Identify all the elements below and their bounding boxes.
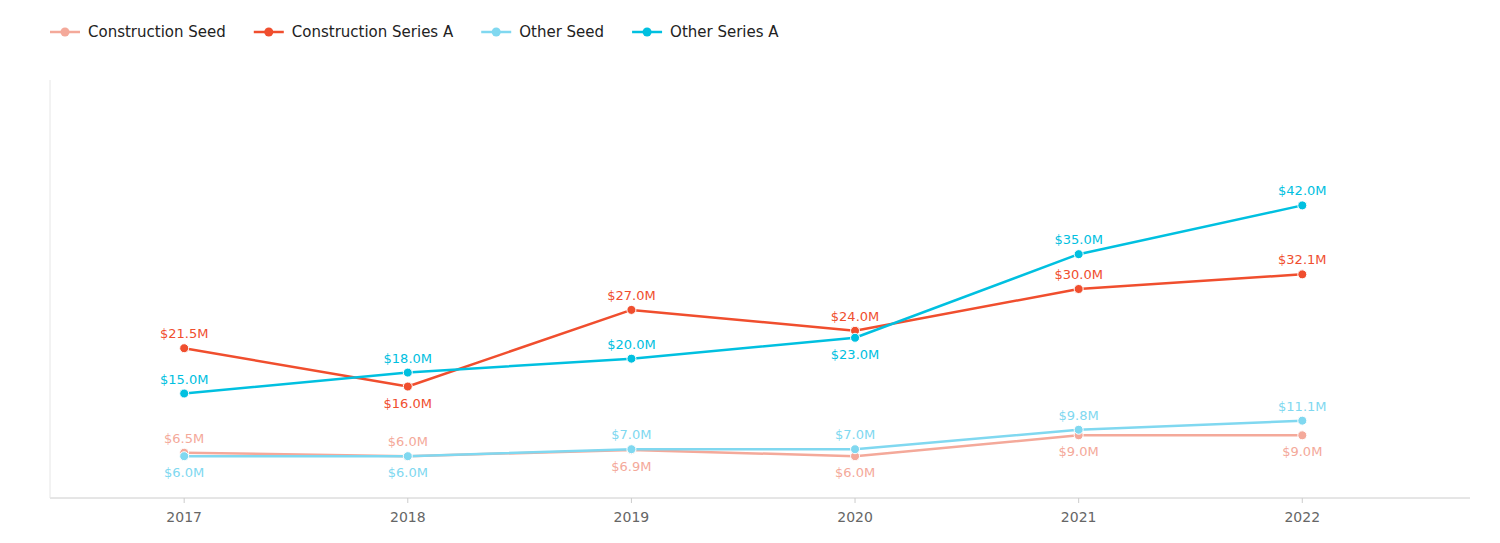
plot-area xyxy=(180,201,1307,461)
data-label: $11.1M xyxy=(1278,399,1326,414)
series-marker xyxy=(403,382,412,391)
data-label: $42.0M xyxy=(1278,183,1326,198)
data-label: $6.9M xyxy=(611,459,651,474)
x-tick-label: 2018 xyxy=(390,509,426,525)
legend-marker xyxy=(643,28,652,37)
data-label: $6.0M xyxy=(164,465,204,480)
series-marker xyxy=(627,354,636,363)
series-marker xyxy=(1298,416,1307,425)
series-line xyxy=(184,205,1302,393)
series-marker xyxy=(1074,285,1083,294)
legend-label: Other Series A xyxy=(670,23,779,41)
x-tick-label: 2017 xyxy=(166,509,202,525)
data-label: $27.0M xyxy=(607,288,655,303)
series-marker xyxy=(403,368,412,377)
x-tick xyxy=(631,498,632,503)
data-label: $15.0M xyxy=(160,372,208,387)
series xyxy=(180,416,1307,461)
series-line xyxy=(184,274,1302,386)
legend-item: Other Series A xyxy=(632,23,779,41)
series xyxy=(180,201,1307,398)
series-marker xyxy=(180,344,189,353)
x-tick xyxy=(1302,498,1303,503)
series-marker xyxy=(627,445,636,454)
data-label: $18.0M xyxy=(384,351,432,366)
data-label: $35.0M xyxy=(1054,232,1102,247)
legend-label: Construction Seed xyxy=(88,23,226,41)
x-tick xyxy=(1078,498,1079,503)
chart: 2017 2018 2019 2020 2021 2022 $21.5M $15.0M $6.5… xyxy=(0,0,1500,543)
legend-label: Construction Series A xyxy=(292,23,454,41)
data-label: $16.0M xyxy=(384,396,432,411)
series-marker xyxy=(1298,431,1307,440)
x-tick-label: 2021 xyxy=(1061,509,1097,525)
x-tick-label: 2020 xyxy=(837,509,873,525)
legend: Construction Seed Construction Series A Ot… xyxy=(50,23,779,41)
data-label: $9.8M xyxy=(1059,408,1099,423)
series-marker xyxy=(1074,250,1083,259)
x-tick-label: 2019 xyxy=(614,509,650,525)
data-label: $6.5M xyxy=(164,431,204,446)
data-label: $7.0M xyxy=(835,427,875,442)
data-label: $30.0M xyxy=(1054,267,1102,282)
data-label: $32.1M xyxy=(1278,252,1326,267)
series-marker xyxy=(1074,425,1083,434)
legend-item: Construction Seed xyxy=(50,23,226,41)
data-label: $6.0M xyxy=(388,465,428,480)
series-marker xyxy=(403,452,412,461)
x-axis-line xyxy=(50,498,1470,499)
series-marker xyxy=(627,445,636,454)
legend-label: Other Seed xyxy=(519,23,604,41)
series-marker xyxy=(180,452,189,461)
x-tick xyxy=(407,498,408,503)
data-label: $6.0M xyxy=(835,465,875,480)
series-marker xyxy=(1298,201,1307,210)
data-label: $24.0M xyxy=(831,309,879,324)
data-label: $6.0M xyxy=(388,434,428,449)
series-marker xyxy=(851,445,860,454)
legend-item: Construction Series A xyxy=(254,23,454,41)
x-tick-label: 2022 xyxy=(1284,509,1320,525)
series-marker xyxy=(627,305,636,314)
series-line xyxy=(184,421,1302,457)
x-tick xyxy=(184,498,185,503)
series-line xyxy=(184,435,1302,456)
data-label: $7.0M xyxy=(611,427,651,442)
x-tick xyxy=(855,498,856,503)
series-marker xyxy=(403,452,412,461)
series-marker xyxy=(851,333,860,342)
data-label: $9.0M xyxy=(1059,444,1099,459)
data-label: $23.0M xyxy=(831,347,879,362)
legend-marker xyxy=(264,28,273,37)
data-label: $21.5M xyxy=(160,326,208,341)
legend-item: Other Seed xyxy=(481,23,604,41)
data-label: $9.0M xyxy=(1282,444,1322,459)
series-marker xyxy=(180,389,189,398)
data-label: $20.0M xyxy=(607,337,655,352)
y-axis-line xyxy=(50,80,51,498)
series xyxy=(180,270,1307,391)
data-labels: $21.5M $15.0M $6.5M $6.0M $18.0M $16.0M $6.0M $… xyxy=(160,183,1327,480)
legend-marker xyxy=(492,28,501,37)
series-marker xyxy=(1298,270,1307,279)
legend-marker xyxy=(61,28,70,37)
